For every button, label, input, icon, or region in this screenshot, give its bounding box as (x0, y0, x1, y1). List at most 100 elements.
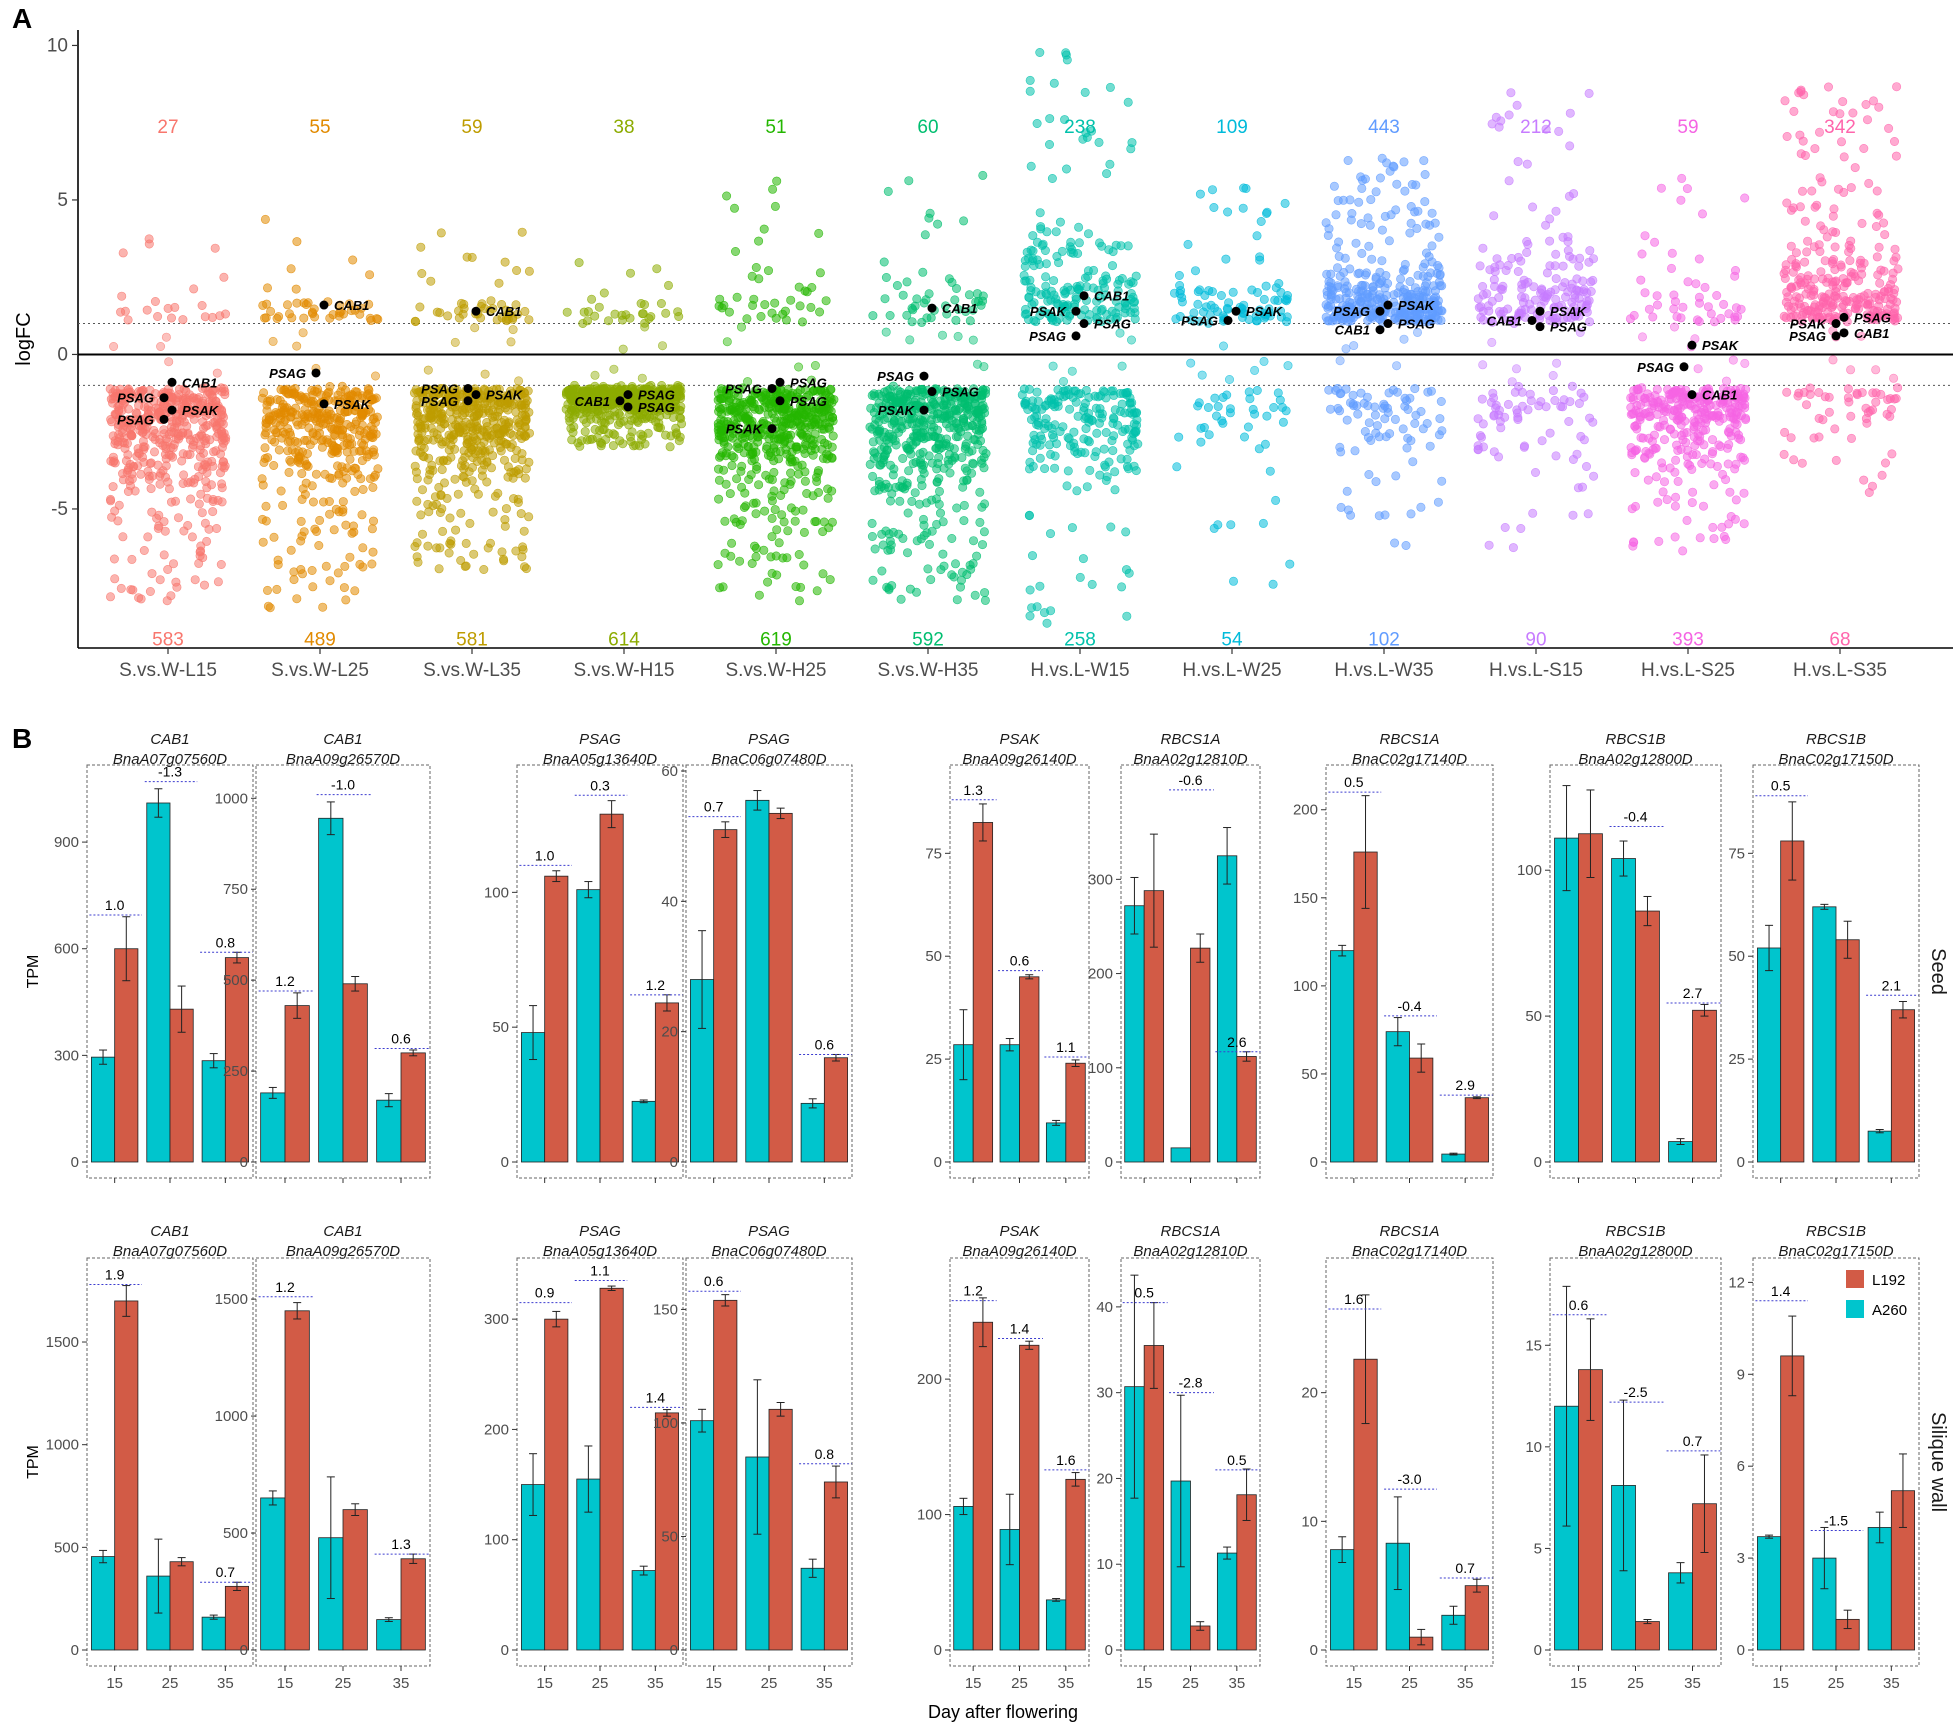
data-point (1817, 177, 1827, 187)
data-point (932, 477, 942, 487)
data-point (1859, 258, 1869, 268)
data-point (412, 496, 422, 506)
data-point (980, 595, 990, 605)
data-point (1716, 313, 1726, 323)
data-point (1551, 451, 1561, 461)
data-point (1354, 197, 1364, 207)
data-point (646, 312, 656, 322)
data-point (1366, 435, 1376, 445)
data-point (978, 170, 988, 180)
data-point (1352, 284, 1362, 294)
data-point (136, 594, 146, 604)
data-point (823, 484, 833, 494)
data-point (1368, 282, 1378, 292)
data-point (1630, 468, 1640, 478)
data-point (827, 453, 837, 463)
data-point (426, 276, 436, 286)
data-point (338, 504, 348, 514)
data-point (196, 430, 206, 440)
data-point (109, 456, 119, 466)
data-point (568, 385, 578, 395)
data-point (1478, 243, 1488, 253)
data-point (1708, 447, 1718, 457)
data-point (1262, 207, 1272, 217)
data-point (972, 551, 982, 561)
data-point (1085, 465, 1095, 475)
data-point (488, 507, 498, 517)
data-point (766, 452, 776, 462)
data-point (1658, 487, 1668, 497)
data-point (1537, 436, 1547, 446)
data-point (580, 427, 590, 437)
data-point (1128, 435, 1138, 445)
data-point (1402, 443, 1412, 453)
data-point (952, 503, 962, 513)
x-tick-label: S.vs.W-L25 (271, 660, 369, 681)
data-point (1714, 440, 1724, 450)
data-point (879, 257, 889, 267)
data-point (1563, 246, 1573, 256)
data-point (508, 325, 518, 335)
data-point (1513, 266, 1523, 276)
data-point (482, 456, 492, 466)
data-point (751, 262, 761, 272)
data-point (341, 520, 351, 530)
data-point (1828, 107, 1838, 117)
data-point (1522, 159, 1532, 169)
data-point (1364, 241, 1374, 251)
highlight-point (1079, 319, 1089, 329)
data-point (1177, 297, 1187, 307)
data-point (1859, 475, 1869, 485)
down-count-label: 393 (1672, 630, 1704, 651)
data-point (467, 476, 477, 486)
data-point (1563, 237, 1573, 247)
data-point (1265, 466, 1275, 476)
data-point (150, 296, 160, 306)
highlight-point (319, 300, 329, 310)
data-point (1027, 603, 1037, 613)
data-point (1366, 195, 1376, 205)
data-point (878, 458, 888, 468)
data-point (1371, 187, 1381, 197)
data-point (902, 277, 912, 287)
data-point (1633, 384, 1643, 394)
data-point (1108, 446, 1118, 456)
data-point (1578, 276, 1588, 286)
data-point (1212, 411, 1222, 421)
data-point (438, 526, 448, 536)
data-point (800, 476, 810, 486)
data-point (812, 476, 822, 486)
data-point (108, 482, 118, 492)
data-point (1087, 579, 1097, 589)
data-point (1351, 238, 1361, 248)
data-point (1335, 294, 1345, 304)
data-point (1678, 546, 1688, 556)
data-point (179, 417, 189, 427)
data-point (410, 461, 420, 471)
data-point (1638, 332, 1648, 342)
data-point (1875, 278, 1885, 288)
data-point (751, 464, 761, 474)
data-point (1096, 391, 1106, 401)
data-point (139, 442, 149, 452)
data-point (518, 542, 528, 552)
data-point (269, 532, 279, 542)
data-point (1670, 388, 1680, 398)
data-point (763, 577, 773, 587)
highlight-point (167, 405, 177, 415)
data-point (194, 472, 204, 482)
data-point (1487, 337, 1497, 347)
data-point (800, 422, 810, 432)
data-point (1728, 355, 1738, 365)
data-point (438, 455, 448, 465)
data-point (587, 434, 597, 444)
data-point (194, 499, 204, 509)
data-point (1582, 288, 1592, 298)
gene-label-psak: PSAK (334, 397, 372, 412)
data-point (1586, 277, 1596, 287)
data-point (1125, 398, 1135, 408)
data-point (208, 496, 218, 506)
data-point (426, 423, 436, 433)
data-point (124, 463, 134, 473)
data-point (476, 431, 486, 441)
